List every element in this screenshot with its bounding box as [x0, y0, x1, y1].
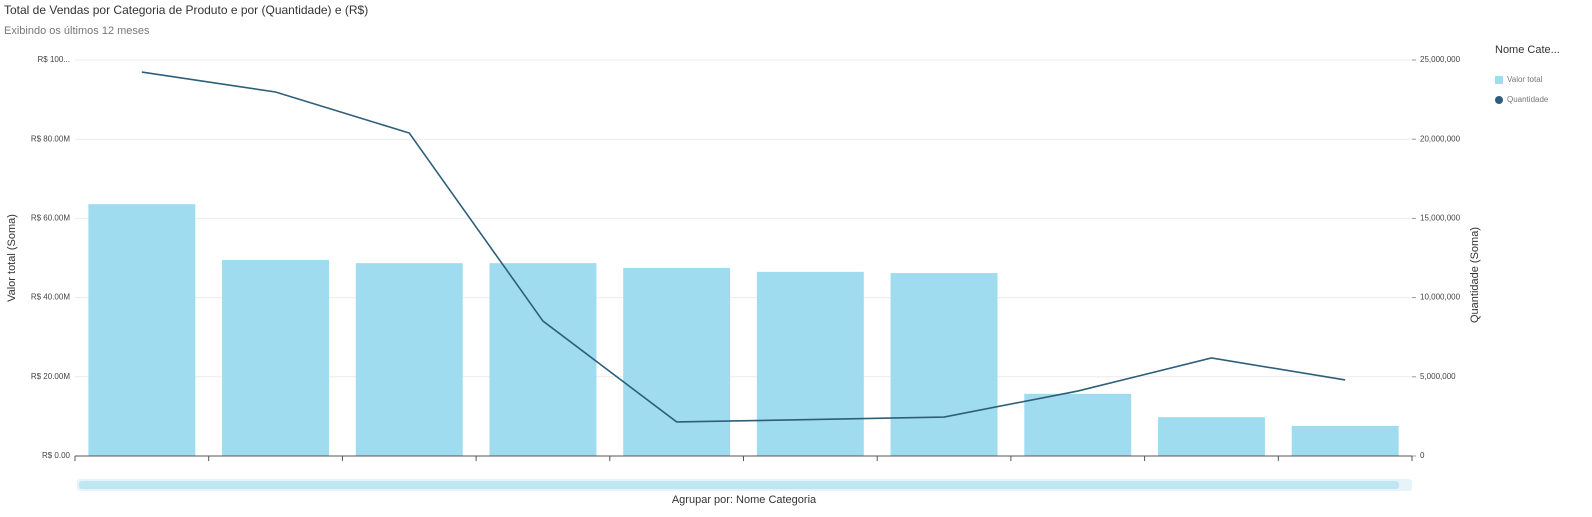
y-tick-label: R$ 60.00M: [31, 214, 70, 223]
legend-swatch: [1495, 76, 1503, 84]
y-tick-label: R$ 80.00M: [31, 134, 70, 143]
bar: [890, 273, 998, 456]
y2-tick-label: 15,000,000: [1420, 214, 1461, 223]
chart-subtitle: Exibindo os últimos 12 meses: [4, 25, 150, 37]
y-axis-title: Valor total (Soma): [6, 214, 18, 302]
y2-tick-label: 5,000,000: [1420, 372, 1456, 381]
y-tick-label: R$ 20.00M: [31, 372, 70, 381]
y-tick-label: R$ 100...: [38, 55, 70, 64]
y-tick-label: R$ 40.00M: [31, 293, 70, 302]
legend-label: Quantidade: [1507, 95, 1549, 104]
y-tick-label: R$ 0.00: [42, 451, 71, 460]
bar: [489, 263, 597, 456]
scroll-thumb[interactable]: [79, 481, 1399, 489]
y2-tick-label: 25,000,000: [1420, 55, 1461, 64]
bar: [1291, 425, 1399, 456]
line: [141, 71, 1346, 423]
legend-swatch: [1495, 96, 1503, 104]
bar: [1157, 417, 1265, 456]
bar: [222, 259, 330, 456]
x-axis-title: Agrupar por: Nome Categoria: [672, 494, 817, 506]
y2-tick-label: 0: [1420, 451, 1425, 460]
bar: [1024, 393, 1132, 456]
y2-axis-title: Quantidade (Soma): [1469, 227, 1481, 323]
bar: [88, 204, 196, 456]
y2-tick-label: 10,000,000: [1420, 293, 1461, 302]
bar: [756, 271, 864, 456]
bar: [355, 263, 463, 456]
chart-title: Total de Vendas por Categoria de Produto…: [4, 3, 368, 17]
legend-label: Valor total: [1507, 75, 1543, 84]
bar: [623, 267, 731, 456]
y2-tick-label: 20,000,000: [1420, 134, 1461, 143]
legend-title: Nome Cate...: [1495, 44, 1560, 56]
